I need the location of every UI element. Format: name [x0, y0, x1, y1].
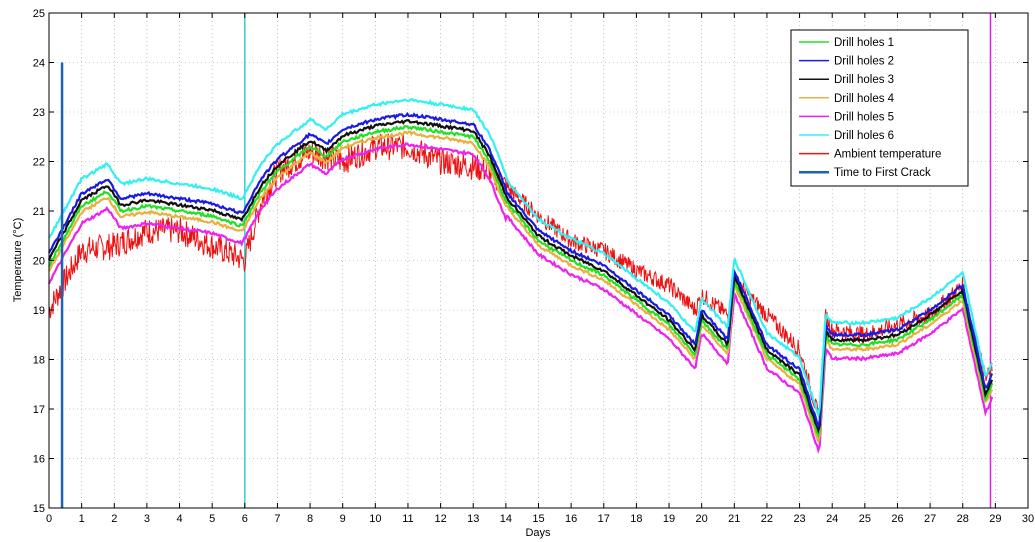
x-tick-label: 23 [793, 513, 805, 525]
x-tick-label: 26 [891, 513, 903, 525]
vertical-markers [244, 13, 992, 508]
legend-box [790, 29, 969, 187]
x-tick-label: 27 [924, 513, 936, 525]
legend-label: Ambient temperature [834, 149, 941, 161]
y-tick-label: 16 [33, 454, 45, 466]
series-drill-holes-5 [47, 142, 994, 455]
x-tick-label: 25 [859, 513, 871, 525]
x-tick-label: 4 [176, 513, 182, 525]
x-tick-label: 19 [663, 513, 675, 525]
x-tick-label: 18 [630, 513, 642, 525]
x-tick-label: 7 [274, 513, 280, 525]
x-tick-label: 1 [79, 513, 85, 525]
x-tick-label: 9 [340, 513, 346, 525]
x-axis-ticks: 0 1 2 3 4 5 6 7 8 9 10 11 12 13 14 15 16 17 18 19 20 21 22 23 24… [46, 13, 1034, 525]
x-tick-label: 3 [144, 513, 150, 525]
y-axis-ticks: 15 16 17 18 19 20 21 22 23 24 25 [33, 8, 1028, 515]
y-tick-label: 20 [33, 256, 45, 268]
series-drill-holes-4 [48, 130, 994, 443]
x-tick-label: 13 [467, 513, 479, 525]
y-tick-label: 17 [33, 404, 45, 416]
y-tick-label: 24 [33, 58, 45, 70]
x-tick-label: 21 [728, 513, 740, 525]
series-drill-holes-6 [48, 97, 994, 419]
x-tick-label: 15 [532, 513, 544, 525]
x-tick-label: 16 [565, 513, 577, 525]
y-tick-label: 21 [33, 206, 45, 218]
series-drill-holes-1 [48, 124, 994, 439]
x-tick-label: 11 [402, 513, 413, 525]
x-tick-label: 10 [369, 513, 381, 525]
x-tick-label: 29 [989, 513, 1001, 525]
x-tick-label: 6 [242, 513, 248, 525]
legend-label: Drill holes 1 [834, 37, 894, 49]
x-tick-label: 24 [826, 513, 838, 525]
legend-label: Drill holes 2 [834, 56, 894, 68]
x-tick-label: 14 [500, 513, 512, 525]
x-tick-label: 17 [598, 513, 610, 525]
legend-label: Drill holes 6 [834, 130, 894, 142]
y-tick-label: 19 [33, 305, 45, 317]
x-tick-label: 28 [957, 513, 969, 525]
y-tick-label: 25 [33, 8, 45, 20]
y-tick-label: 18 [33, 355, 45, 367]
x-tick-label: 2 [111, 513, 117, 525]
x-axis-label: Days [525, 527, 551, 539]
x-tick-label: 5 [209, 513, 215, 525]
x-tick-label: 12 [434, 513, 446, 525]
x-tick-label: 20 [696, 513, 708, 525]
series-drill-holes-2 [48, 111, 994, 428]
legend: Drill holes 1 Drill holes 2 Drill holes 3 D… [790, 29, 969, 187]
x-tick-label: 22 [761, 513, 773, 525]
series-drill-holes-3 [47, 118, 994, 434]
legend-label: Drill holes 5 [834, 111, 894, 123]
y-tick-label: 22 [33, 157, 45, 169]
y-tick-label: 23 [33, 107, 45, 119]
x-tick-label: 8 [307, 513, 313, 525]
x-tick-label: 30 [1022, 513, 1034, 525]
y-tick-label: 15 [33, 503, 45, 515]
legend-label: Drill holes 3 [834, 74, 894, 86]
data-series [47, 62, 994, 508]
legend-label: Time to First Crack [834, 167, 931, 179]
legend-label: Drill holes 4 [834, 93, 895, 105]
x-tick-label: 0 [46, 513, 52, 525]
y-axis-label: Temperature (°C) [12, 218, 24, 302]
